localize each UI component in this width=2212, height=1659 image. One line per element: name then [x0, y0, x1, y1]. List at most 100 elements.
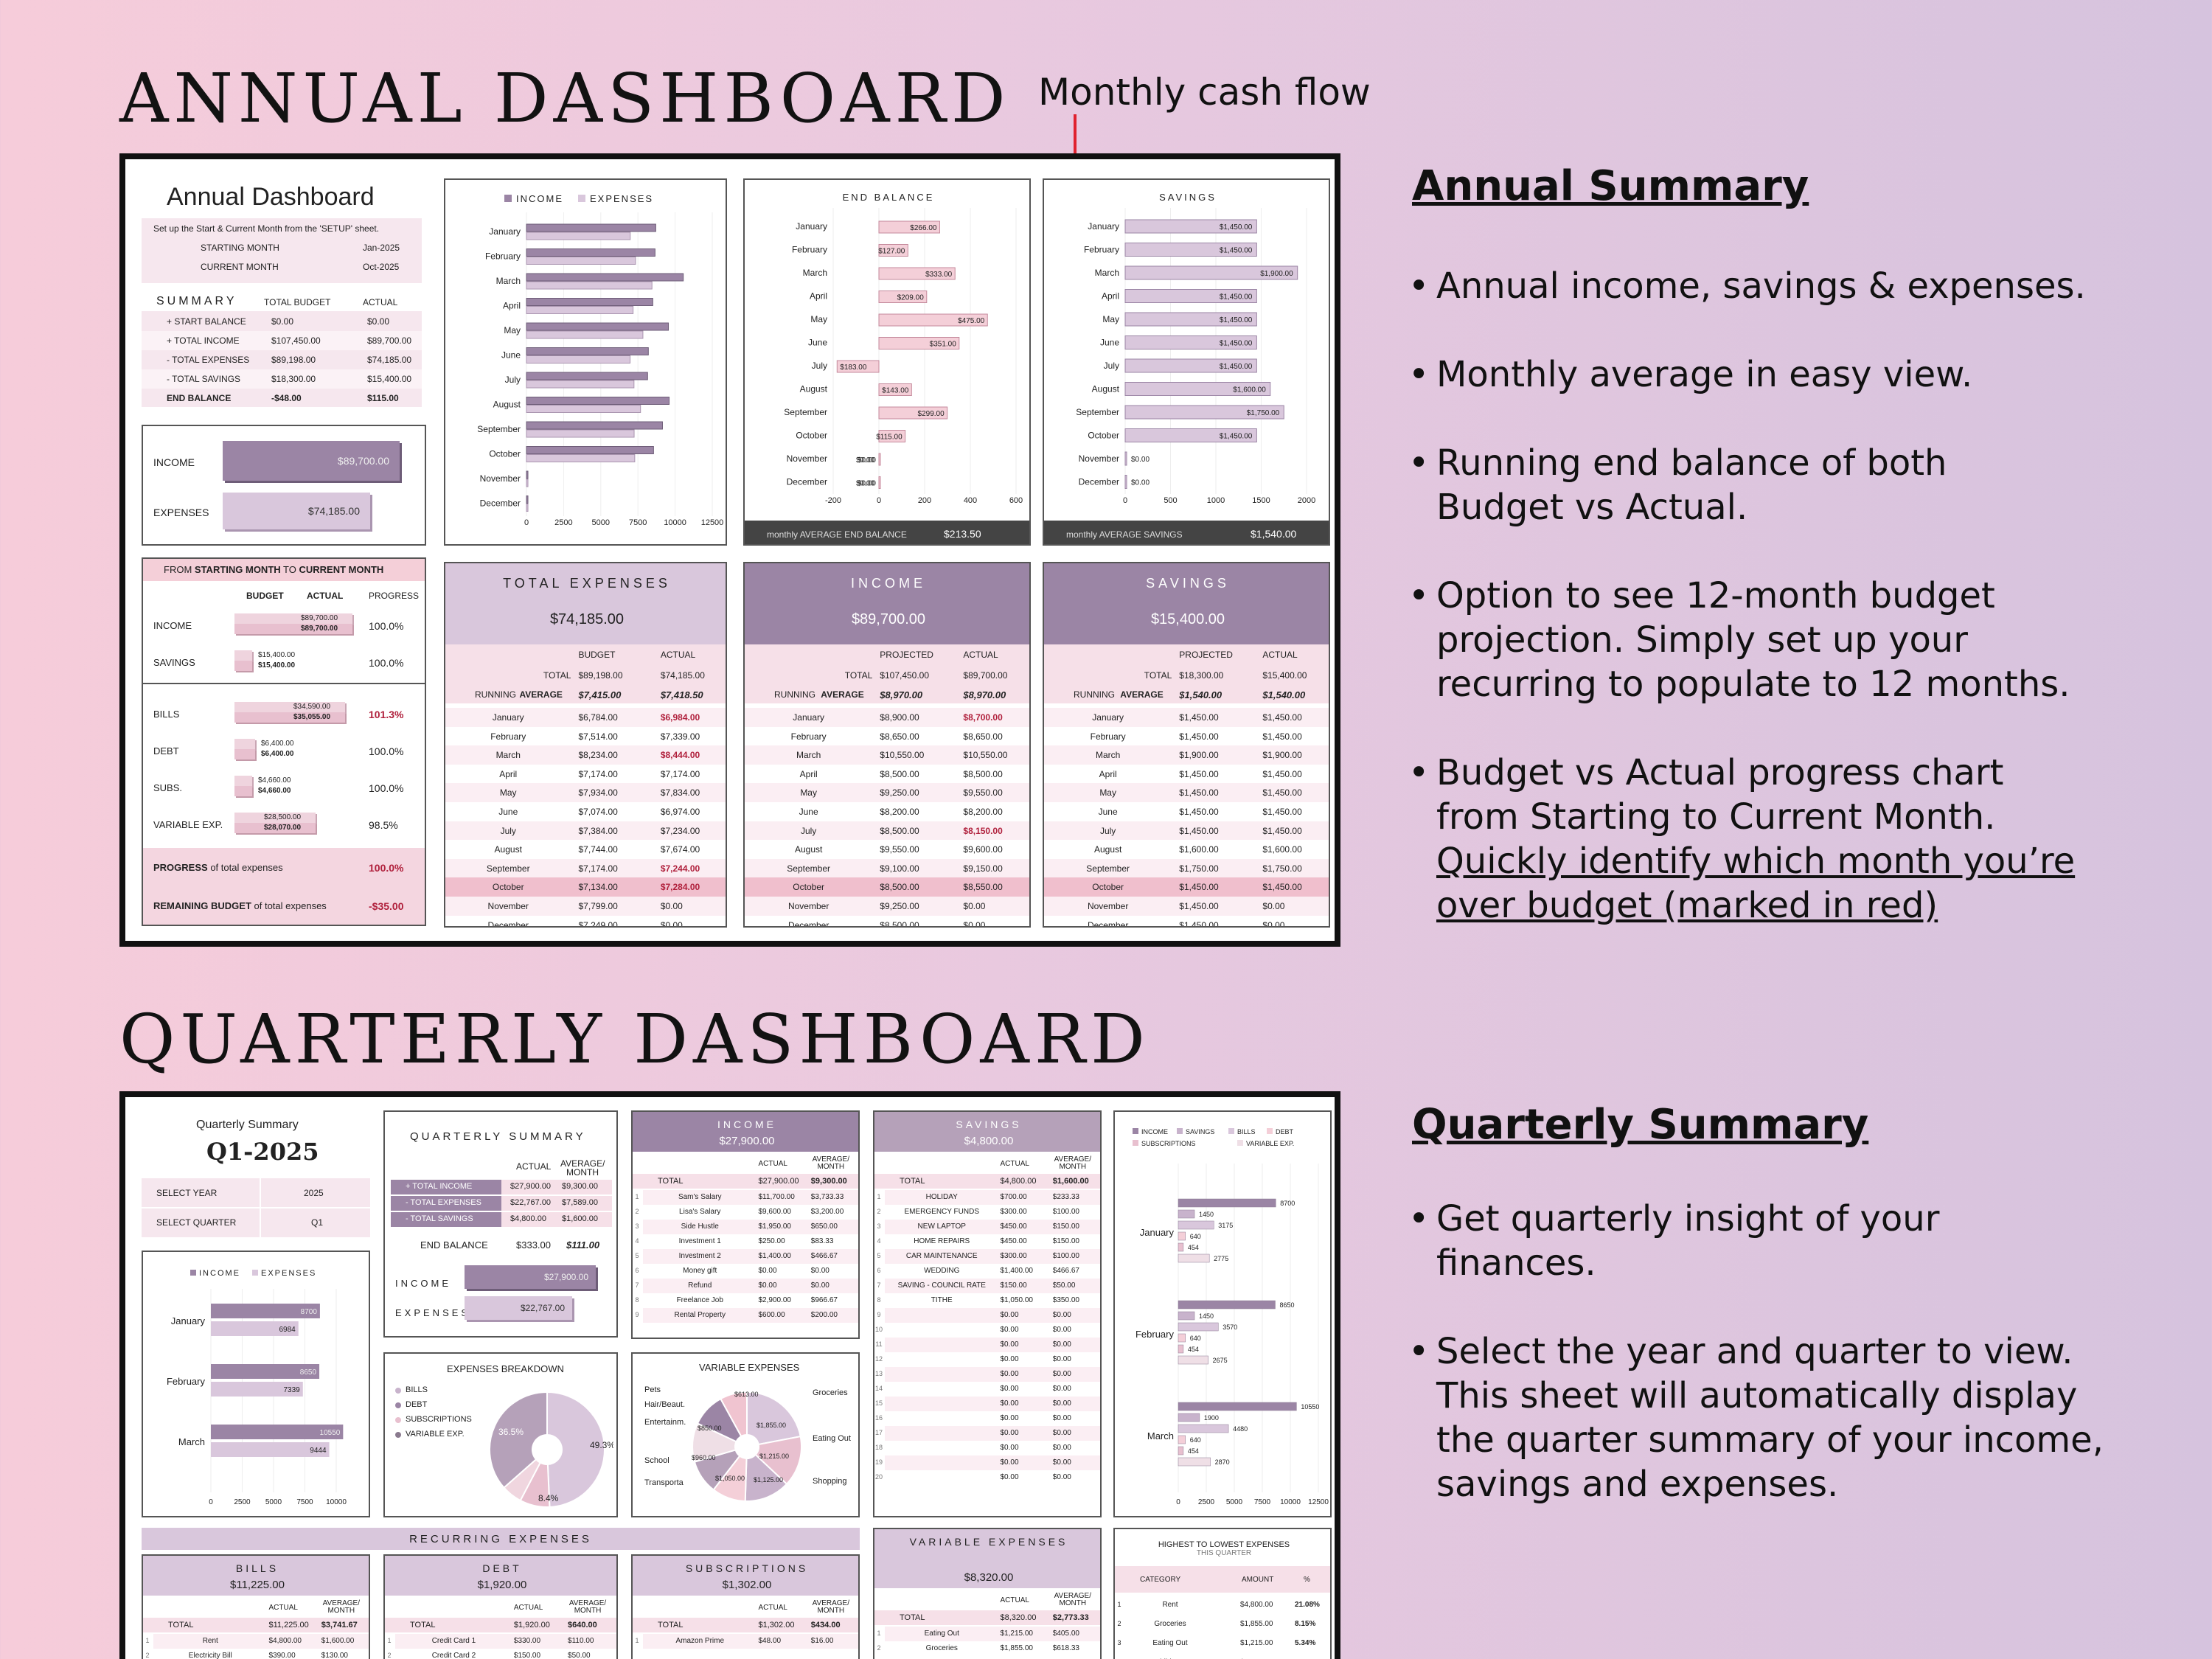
- table-row-actual: $8,500.00: [963, 768, 1003, 779]
- summary-row-label: END BALANCE: [167, 393, 232, 403]
- row-number: 7: [635, 1281, 639, 1289]
- summary-col-actual: ACTUAL: [363, 297, 398, 307]
- table-row: [1044, 783, 1329, 802]
- table-row: [643, 1293, 858, 1308]
- progress-budget-value: $4,660.00: [258, 776, 291, 785]
- progress-row-pct: 100.0%: [369, 620, 404, 632]
- total-label: TOTAL: [658, 1621, 684, 1630]
- axis-tick: 5000: [265, 1498, 282, 1506]
- legend-item: VARIABLE EXP.: [1246, 1140, 1294, 1147]
- legend-expenses: EXPENSES: [590, 193, 653, 204]
- row-number: 16: [874, 1414, 883, 1422]
- category-label: September: [477, 424, 521, 434]
- select-quarter-value[interactable]: Q1: [311, 1217, 324, 1228]
- axis-tick: 7500: [629, 518, 647, 527]
- col-header: AVERAGE/ MONTH: [1054, 1155, 1091, 1171]
- category-label: September: [1076, 407, 1119, 417]
- table-row-actual: $1,750.00: [1262, 863, 1302, 874]
- axis-tick: 7500: [296, 1498, 313, 1506]
- donut-slice: [489, 1391, 548, 1489]
- qs-row-avg: $9,300.00: [562, 1182, 598, 1191]
- bar-value-label: $266.00: [910, 224, 937, 232]
- category-label: May: [1102, 314, 1119, 324]
- row-number: 3: [877, 1222, 881, 1230]
- row-actual: $4,800.00: [268, 1637, 302, 1645]
- row-percent: 8.15%: [1295, 1620, 1316, 1628]
- expenses-breakdown-legend: BILLS DEBT SUBSCRIPTIONS VARIABLE EXP.: [395, 1385, 491, 1458]
- legend-swatch: [190, 1270, 196, 1276]
- end-balance-footer-label: monthly AVERAGE END BALANCE: [767, 529, 907, 540]
- table-row: [745, 764, 1029, 784]
- legend-item: BILLS: [1237, 1128, 1256, 1135]
- table-title: VARIABLE EXPENSES: [909, 1536, 1068, 1548]
- expenses-label: EXPENSES: [153, 507, 209, 518]
- progress-budget-bar: [234, 650, 252, 661]
- expenses-bar: [526, 479, 529, 487]
- table-row-budget: $1,900.00: [1179, 750, 1219, 761]
- summary-row-budget: $89,198.00: [271, 355, 316, 365]
- progress-row-label: VARIABLE EXP.: [153, 819, 223, 830]
- bar-value-label: $1,450.00: [1220, 340, 1253, 348]
- table-total: $15,400.00: [1150, 611, 1225, 627]
- table-row-month: March: [796, 750, 821, 761]
- savings-bar: [1124, 382, 1271, 396]
- end-balance-bar: [878, 267, 956, 280]
- summary-row-actual: $115.00: [367, 393, 399, 403]
- table-row-actual: $6,984.00: [660, 712, 700, 723]
- row-number: 2: [635, 1208, 639, 1215]
- row-number: 5: [635, 1252, 639, 1259]
- table-row: [885, 1367, 1100, 1382]
- row-percent: 5.34%: [1295, 1639, 1316, 1647]
- highest-expenses-table: HIGHEST TO LOWEST EXPENSES THIS QUARTER CA…: [1113, 1528, 1332, 1659]
- category-label: April: [810, 291, 827, 301]
- category-label: January: [1140, 1227, 1175, 1238]
- category-label: May: [504, 325, 521, 335]
- row-category: Groceries: [1154, 1620, 1186, 1628]
- table-row: [745, 897, 1029, 916]
- table-row: [445, 877, 726, 897]
- qs-income-bar-value: $27,900.00: [543, 1272, 588, 1282]
- axis-tick: 10000: [664, 518, 686, 527]
- expenses-bar: [526, 306, 634, 314]
- row-avg: $50.00: [1052, 1281, 1076, 1290]
- bar-value: 10550: [1301, 1403, 1319, 1411]
- row-amount: $1,215.00: [1240, 1639, 1273, 1647]
- progress-actual-bar: [234, 661, 252, 671]
- legend-item: BILLS: [406, 1385, 428, 1394]
- start-month-label: STARTING MONTH: [201, 243, 279, 253]
- row-actual: $0.00: [1000, 1458, 1019, 1467]
- current-month-value[interactable]: Oct-2025: [363, 262, 400, 272]
- row-number: 7: [877, 1281, 881, 1289]
- col-header: ACTUAL: [1000, 1596, 1029, 1604]
- progress-budget-bar: [234, 702, 345, 712]
- category-label: January: [489, 226, 521, 237]
- bar-value: 8650: [1279, 1301, 1294, 1309]
- table-total-budget: $107,450.00: [880, 670, 930, 681]
- table-row: [885, 1190, 1100, 1205]
- select-year-value[interactable]: 2025: [304, 1188, 324, 1198]
- start-month-value[interactable]: Jan-2025: [363, 243, 400, 253]
- row-label: Groceries: [925, 1644, 958, 1652]
- row-avg: $405.00: [1052, 1630, 1079, 1638]
- col-header: ACTUAL: [758, 1160, 787, 1168]
- table-row: [885, 1627, 1100, 1641]
- table-row-budget: $1,450.00: [1179, 807, 1219, 817]
- legend-item: DEBT: [1276, 1128, 1294, 1135]
- table-row: [885, 1234, 1100, 1249]
- legend-item: SUBSCRIPTIONS: [406, 1415, 472, 1424]
- category-bar: [1178, 1198, 1276, 1208]
- income-bar: [526, 223, 656, 232]
- legend-swatch-income: [504, 195, 512, 202]
- bullet: • Select the year and quarter to view. Th…: [1408, 1331, 2104, 1505]
- table-total: $4,800.00: [964, 1135, 1014, 1147]
- bar-value: 4480: [1233, 1425, 1248, 1433]
- quarterly-summary-title: Quarterly Summary: [1412, 1101, 1869, 1149]
- table-row-actual: $0.00: [963, 919, 986, 928]
- table-avg-word: AVERAGE: [519, 689, 563, 700]
- axis-tick: 5000: [1226, 1498, 1243, 1506]
- row-actual: $0.00: [1000, 1370, 1019, 1378]
- table-row-budget: $6,784.00: [578, 712, 618, 723]
- progress-title: FROM STARTING MONTH TO CURRENT MONTH: [164, 564, 384, 575]
- category-label: August: [493, 399, 521, 409]
- summary-table: + START BALANCE $0.00 $0.00 + TOTAL INCOME $…: [142, 311, 422, 407]
